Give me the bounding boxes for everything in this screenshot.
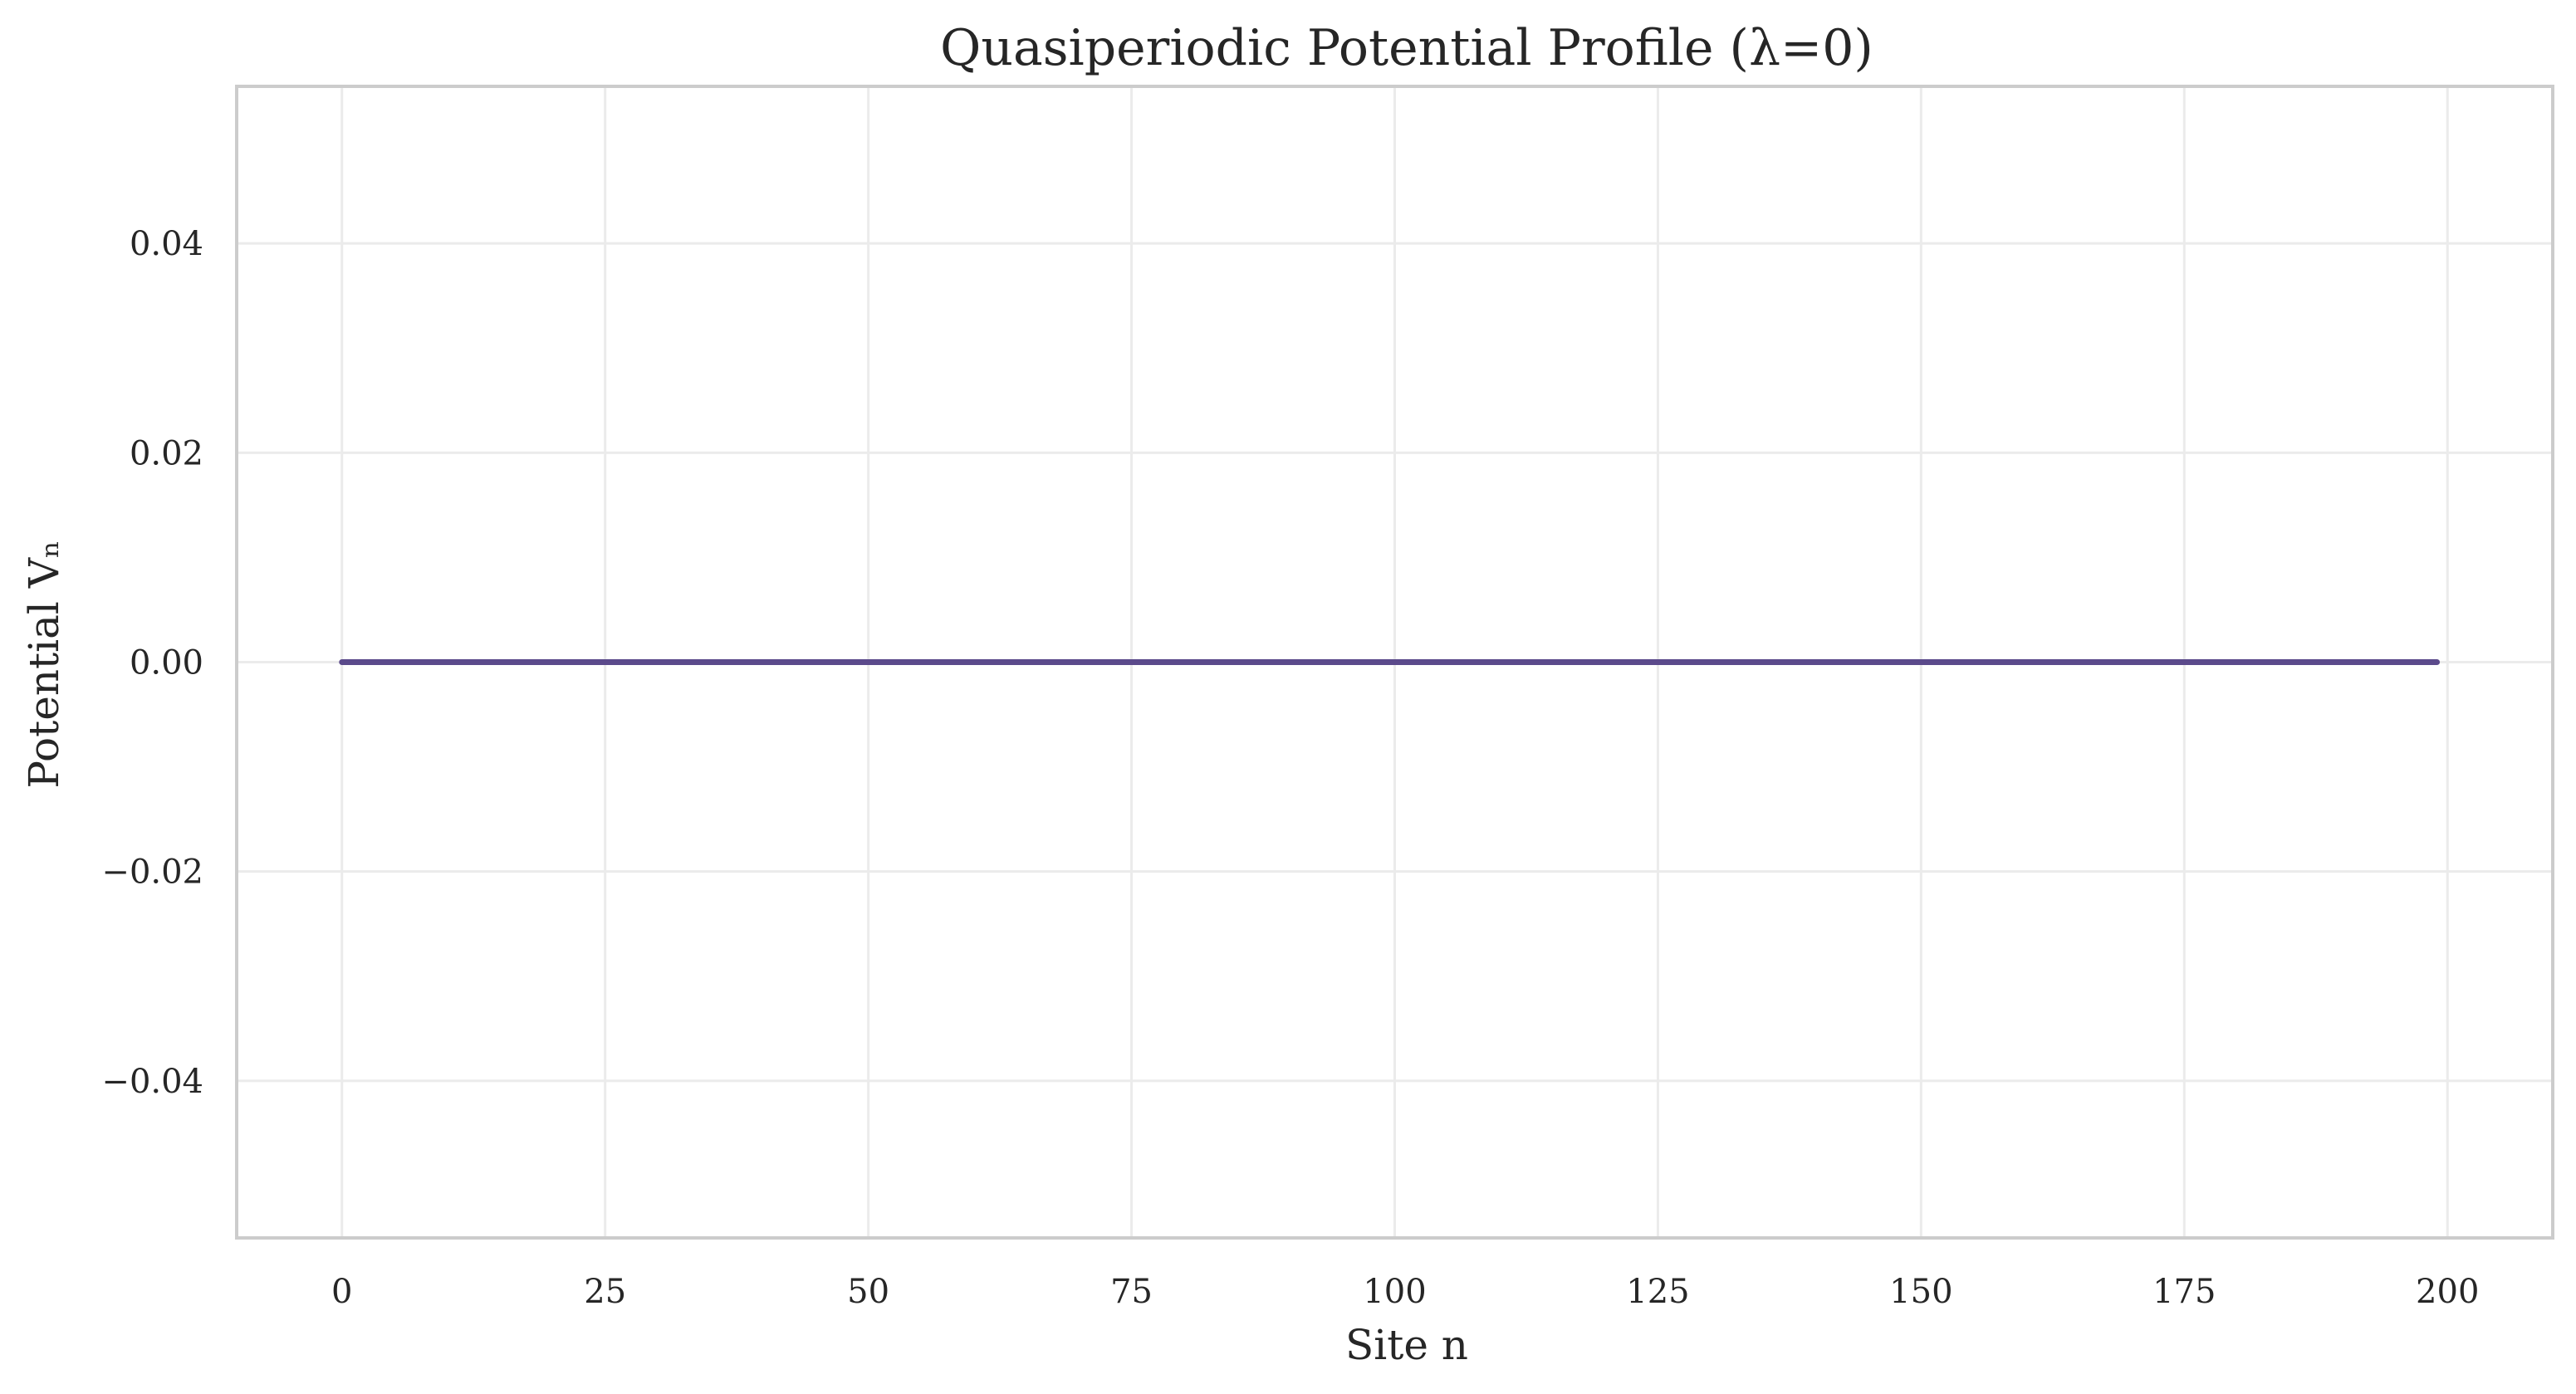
x-tick-label: 100 — [1363, 1273, 1426, 1311]
plot-area-frame — [235, 85, 2554, 1240]
y-tick-label: 0.04 — [130, 225, 203, 263]
x-axis-ticks: 0 25 50 75 100 125 150 175 200 — [331, 1273, 2479, 1311]
x-tick-label: 125 — [1626, 1273, 1689, 1311]
x-tick-label: 75 — [1110, 1273, 1153, 1311]
x-tick-label: 150 — [1889, 1273, 1952, 1311]
x-tick-label: 0 — [331, 1273, 352, 1311]
y-tick-label: 0.02 — [130, 434, 203, 472]
x-tick-label: 175 — [2152, 1273, 2216, 1311]
chart-title: Quasiperiodic Potential Profile (λ=0) — [940, 19, 1873, 77]
x-tick-label: 25 — [584, 1273, 626, 1311]
y-axis-ticks: −0.04 −0.02 0.00 0.02 0.04 — [101, 225, 203, 1101]
y-tick-label: −0.02 — [101, 854, 203, 892]
x-tick-label: 200 — [2416, 1273, 2479, 1311]
y-tick-label: 0.00 — [130, 644, 203, 682]
y-tick-label: −0.04 — [101, 1063, 203, 1101]
y-axis-label: Potential Vₙ — [20, 540, 68, 788]
x-axis-label: Site n — [1345, 1321, 1468, 1369]
x-tick-label: 50 — [847, 1273, 889, 1311]
